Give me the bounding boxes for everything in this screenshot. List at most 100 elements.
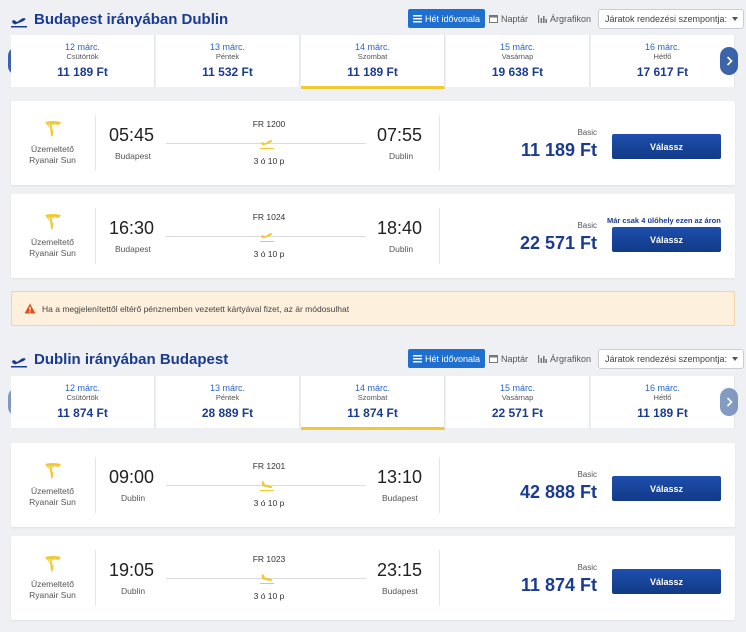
date-price: 11 189 Ft [637, 406, 688, 420]
calendar-icon [489, 355, 498, 363]
weekday-label: Hétfő [653, 393, 672, 402]
date-price: 28 889 Ft [201, 406, 254, 420]
plane-takeoff-icon [260, 233, 274, 242]
tab-label: Naptár [501, 13, 529, 24]
inbound-header: Dublin irányában Budapest Hét idővonala … [0, 348, 746, 378]
weekday-label: Csütörtök [66, 393, 99, 402]
select-flight-button[interactable]: Válassz [612, 569, 721, 594]
operator-label: Üzemeltető [31, 579, 74, 589]
date-label: 14 márc. [354, 383, 390, 393]
plane-landing-icon [260, 481, 274, 491]
arrival-city: Budapest [382, 493, 418, 503]
operator-name: Ryanair Sun [29, 590, 76, 600]
fare-class: Basic [577, 221, 597, 230]
date-price: 19 638 Ft [491, 65, 544, 79]
date-label: 13 márc. [209, 42, 245, 52]
tab-calendar[interactable]: Naptár [484, 9, 533, 28]
select-flight-button[interactable]: Válassz [612, 476, 721, 501]
flight-card: Üzemeltető Ryanair Sun 16:30 Budapest FR… [11, 194, 735, 278]
date-cell[interactable]: 16 márc. Hétfő 11 189 Ft [591, 376, 735, 428]
weekday-label: Csütörtök [66, 52, 99, 61]
operator-name: Ryanair Sun [29, 497, 76, 507]
divider [439, 115, 440, 171]
date-label: 14 márc. [354, 42, 390, 52]
tab-price-chart[interactable]: Árgrafikon [533, 9, 596, 28]
select-flight-button[interactable]: Válassz [612, 134, 721, 159]
section-title: Dublin irányában Budapest [34, 351, 229, 368]
arrival-city: Dublin [389, 244, 414, 254]
flight-number: FR 1023 [252, 554, 286, 564]
departure-city: Dublin [121, 493, 146, 503]
date-cell[interactable]: 13 márc. Péntek 28 889 Ft [156, 376, 300, 428]
tab-label: Naptár [501, 353, 529, 364]
tab-calendar[interactable]: Naptár [484, 349, 533, 368]
arrival-city: Budapest [382, 586, 418, 596]
flight-card: Üzemeltető Ryanair Sun 09:00 Dublin FR 1… [11, 443, 735, 527]
date-cell[interactable]: 12 márc. Csütörtök 11 874 Ft [11, 376, 155, 428]
warning-icon [24, 303, 36, 314]
operator-label: Üzemeltető [31, 237, 74, 247]
weekday-label: Péntek [215, 52, 240, 61]
flight-price: 11 874 Ft [520, 575, 597, 595]
date-price: 11 874 Ft [347, 406, 398, 420]
outbound-header: Budapest irányában Dublin Hét idővonala … [0, 8, 746, 38]
date-label: 15 márc. [499, 383, 535, 393]
divider [439, 208, 440, 264]
date-price: 11 189 Ft [57, 65, 108, 79]
plane-takeoff-icon [260, 140, 274, 149]
chevron-down-icon [732, 17, 738, 21]
bar-chart-icon [538, 355, 547, 363]
divider [95, 550, 96, 606]
tab-label: Hét idővonala [425, 13, 481, 24]
date-cell[interactable]: 16 márc. Hétfő 17 617 Ft [591, 35, 735, 87]
arrival-time: 07:55 [377, 125, 423, 145]
tab-week-timeline[interactable]: Hét idővonala [408, 9, 486, 28]
fare-class: Basic [577, 470, 597, 479]
warning-text: Ha a megjelenítettől eltérő pénznemben v… [42, 304, 350, 314]
operator-label: Üzemeltető [31, 486, 74, 496]
flight-number: FR 1024 [252, 212, 286, 222]
inbound-date-strip: 12 márc. Csütörtök 11 874 Ft 13 márc. Pé… [0, 376, 746, 430]
timeline-icon [413, 15, 422, 23]
tab-price-chart[interactable]: Árgrafikon [533, 349, 596, 368]
flight-price: 42 888 Ft [519, 482, 597, 502]
select-flight-button[interactable]: Válassz [612, 227, 721, 252]
divider [439, 457, 440, 513]
weekday-label: Szombat [357, 52, 388, 61]
date-cell[interactable]: 15 márc. Vasárnap 22 571 Ft [446, 376, 590, 428]
fare-class: Basic [577, 128, 597, 137]
flight-duration: 3 ó 10 p [253, 498, 285, 508]
flight-card: Üzemeltető Ryanair Sun 19:05 Dublin FR 1… [11, 536, 735, 620]
fare-class: Basic [577, 563, 597, 572]
date-label: 16 márc. [644, 383, 680, 393]
sort-select[interactable]: Járatok rendezési szempontja: [598, 349, 744, 369]
date-cell[interactable]: 12 márc. Csütörtök 11 189 Ft [11, 35, 155, 87]
date-cell[interactable]: 15 márc. Vasárnap 19 638 Ft [446, 35, 590, 87]
weekday-label: Vasárnap [501, 393, 534, 402]
date-cell-selected[interactable]: 14 márc. Szombat 11 189 Ft [301, 35, 445, 89]
date-cell[interactable]: 13 márc. Péntek 11 532 Ft [156, 35, 300, 87]
tab-week-timeline[interactable]: Hét idővonala [408, 349, 486, 368]
calendar-icon [489, 15, 498, 23]
next-dates-button[interactable] [720, 388, 738, 416]
date-price: 22 571 Ft [491, 406, 544, 420]
divider [439, 550, 440, 606]
date-price: 11 874 Ft [57, 406, 108, 420]
date-price: 11 189 Ft [347, 65, 398, 79]
departure-city: Budapest [115, 244, 151, 254]
timeline-icon [413, 355, 422, 363]
sort-select-value: Járatok rendezési szempontja: [605, 14, 728, 24]
divider [95, 208, 96, 264]
next-dates-button[interactable] [720, 47, 738, 75]
date-cell-selected[interactable]: 14 márc. Szombat 11 874 Ft [301, 376, 445, 430]
departure-time: 05:45 [109, 125, 155, 145]
arrival-time: 18:40 [377, 218, 423, 238]
sort-select[interactable]: Járatok rendezési szempontja: [598, 9, 744, 29]
ryanair-harp-icon [45, 121, 61, 137]
ryanair-harp-icon [45, 463, 61, 479]
chevron-right-icon [726, 397, 733, 407]
departure-time: 19:05 [109, 560, 155, 580]
plane-landing-icon [260, 574, 274, 584]
chevron-down-icon [732, 357, 738, 361]
departure-city: Dublin [121, 586, 146, 596]
